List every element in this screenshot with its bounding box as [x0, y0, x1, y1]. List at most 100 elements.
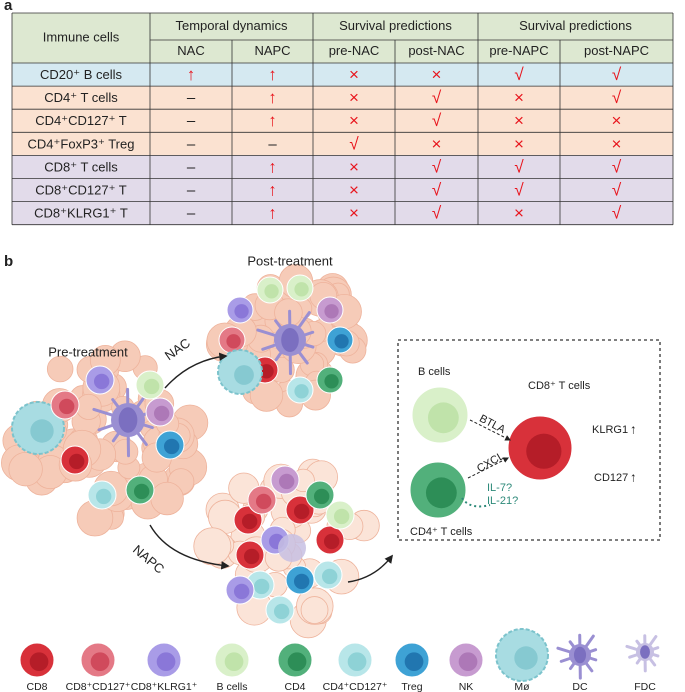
- nucleus: [294, 384, 309, 399]
- row-bg: [12, 109, 673, 133]
- nucleus: [323, 533, 340, 550]
- table-cell: –: [187, 113, 196, 130]
- nucleus: [93, 373, 110, 390]
- table-cell: √: [612, 157, 622, 176]
- table-cell: √: [612, 181, 622, 200]
- table-cell: ×: [514, 111, 524, 130]
- fdc: [278, 534, 306, 562]
- row-bg: [12, 86, 673, 110]
- row-label: CD4⁺FoxP3⁺ Treg: [28, 136, 135, 151]
- nucleus: [243, 548, 260, 565]
- nucleus: [259, 364, 274, 379]
- nucleus: [253, 578, 270, 595]
- panel-label: b: [4, 253, 13, 270]
- header-bg: [12, 13, 673, 63]
- row-label: CD20⁺ B cells: [40, 67, 122, 82]
- table-cell: ↑: [268, 88, 277, 107]
- nucleus: [241, 513, 258, 530]
- legend-label: Mø: [514, 681, 530, 692]
- nucleus: [30, 419, 54, 443]
- nac-label: NAC: [162, 335, 193, 363]
- nucleus: [287, 652, 307, 672]
- table-cell: ×: [612, 134, 622, 153]
- inset-label: IL-21?: [487, 495, 518, 507]
- table-cell: √: [432, 111, 442, 130]
- table-cell: √: [349, 134, 359, 153]
- nucleus: [514, 646, 538, 670]
- table-cell: ↑: [187, 65, 196, 84]
- inset-label: KLRG1: [592, 424, 628, 436]
- nucleus: [153, 405, 170, 422]
- table-cell: √: [432, 157, 442, 176]
- subheader-cell: NAPC: [254, 43, 290, 58]
- table-cell: ×: [432, 65, 442, 84]
- nucleus: [29, 652, 49, 672]
- legend-label: NK: [459, 681, 474, 692]
- nucleus: [324, 374, 339, 389]
- nucleus: [404, 652, 424, 672]
- nucleus: [234, 365, 254, 385]
- subheader-cell: NAC: [177, 43, 204, 58]
- nucleus: [273, 603, 290, 620]
- nucleus: [458, 652, 478, 672]
- nucleus: [233, 583, 250, 600]
- row-label: CD4⁺CD127⁺ T: [35, 113, 127, 128]
- table: Immune cells Temporal dynamics Survival pr…: [11, 12, 674, 226]
- nucleus: [264, 284, 279, 299]
- nucleus: [526, 433, 562, 469]
- subheader-cell: post-NAC: [408, 43, 464, 58]
- tumor-cell: [150, 481, 184, 516]
- table-cell: –: [268, 136, 277, 153]
- legend-label: DC: [572, 681, 588, 692]
- tumor-cell: [300, 596, 329, 624]
- tumor-cell: [46, 355, 74, 383]
- nucleus: [156, 652, 176, 672]
- table-cell: ×: [612, 111, 622, 130]
- arrow: [164, 352, 228, 389]
- table-cell: √: [432, 204, 442, 223]
- table-cell: ×: [349, 111, 359, 130]
- table-cell: ×: [349, 181, 359, 200]
- inset-label: CD127: [594, 472, 628, 484]
- nucleus: [224, 652, 244, 672]
- tumor-cell: [8, 451, 43, 487]
- table-cell: ↑: [268, 111, 277, 130]
- legend-label: CD4⁺CD127⁺: [323, 681, 388, 692]
- subheader-cell: pre-NAPC: [489, 43, 548, 58]
- nucleus: [281, 328, 299, 352]
- table-cell: ↑: [268, 204, 277, 223]
- inset-label: BTLA: [477, 413, 508, 437]
- table-cell: –: [187, 159, 196, 176]
- table-cell: ×: [349, 157, 359, 176]
- nucleus: [143, 378, 160, 395]
- table-cell: ×: [349, 204, 359, 223]
- arrow: [149, 524, 230, 570]
- inset-arrow: ↑: [630, 421, 637, 436]
- arrow: [467, 457, 510, 479]
- inset-box: [397, 339, 661, 541]
- nucleus: [425, 477, 457, 509]
- post-treatment-label: Post-treatment: [247, 253, 333, 268]
- inset-label: CD8⁺ T cells: [528, 380, 591, 392]
- nucleus: [334, 334, 349, 349]
- nucleus: [293, 573, 310, 590]
- table-cell: √: [612, 204, 622, 223]
- nucleus: [95, 488, 112, 505]
- nucleus: [321, 568, 338, 585]
- table-cell: ×: [349, 65, 359, 84]
- header-cell: Temporal dynamics: [176, 18, 288, 33]
- row-bg: [12, 155, 673, 179]
- table-cell: ×: [349, 88, 359, 107]
- legend-label: B cells: [217, 681, 248, 692]
- signal: [461, 497, 491, 508]
- nucleus: [427, 402, 459, 434]
- table-cell: √: [514, 65, 524, 84]
- nucleus: [68, 453, 85, 470]
- inset-label: CXCL: [475, 450, 506, 475]
- legend-label: CD8⁺CD127⁺: [66, 681, 131, 692]
- table-cell: √: [612, 88, 622, 107]
- table-cell: √: [432, 181, 442, 200]
- nucleus: [58, 398, 75, 415]
- inset-arrow: ↑: [630, 469, 637, 484]
